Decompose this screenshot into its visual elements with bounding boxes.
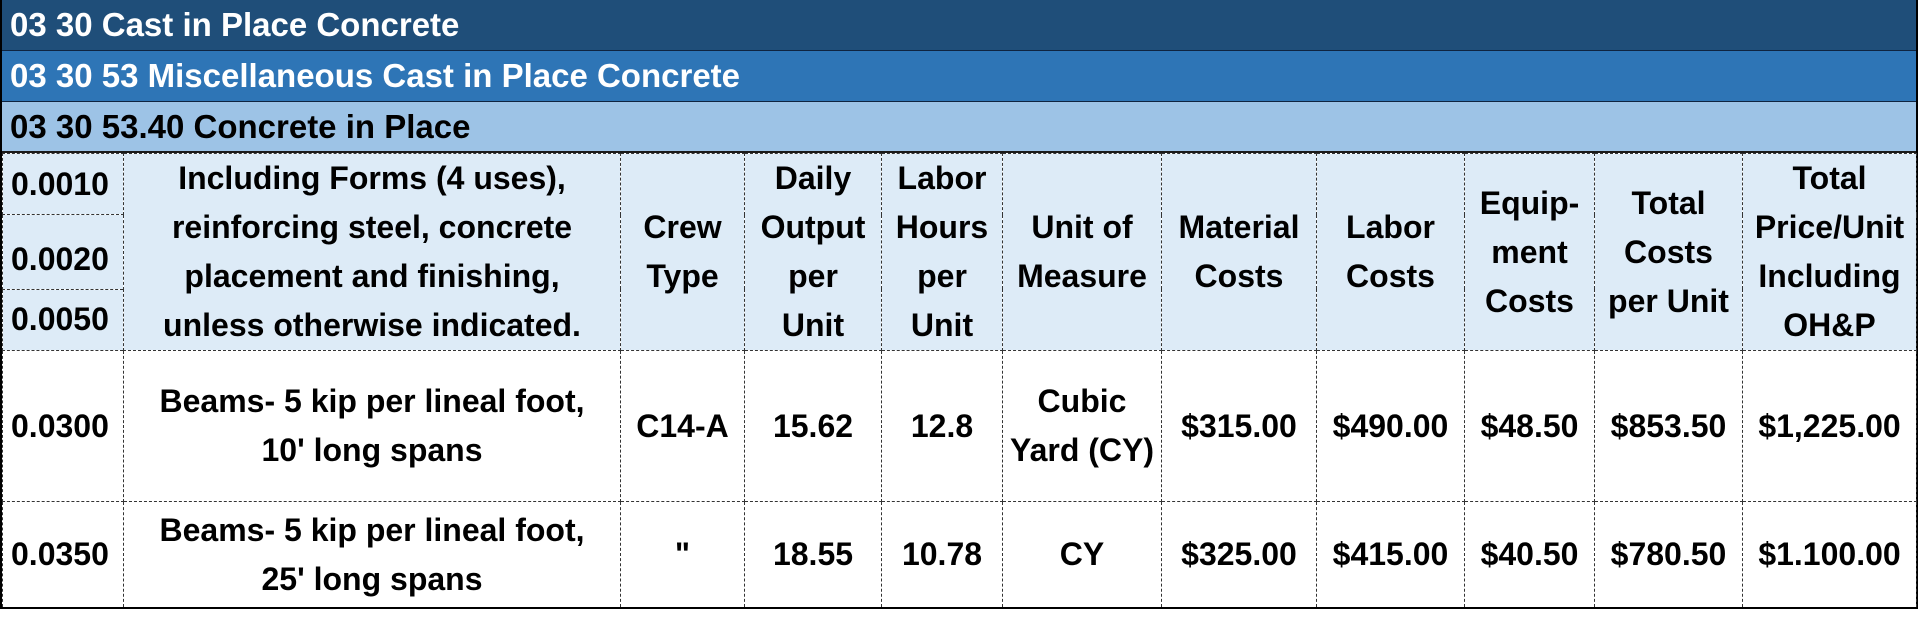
- row-unit: CY: [1002, 501, 1162, 609]
- header-description-line: Including Forms (4 uses),: [178, 160, 566, 196]
- header-description-line: placement and finishing,: [184, 258, 560, 294]
- row-unit-line: Yard (CY): [1009, 432, 1155, 468]
- header-total-costs: Total Costs per Unit: [1594, 153, 1743, 351]
- header-text: Output: [760, 209, 866, 245]
- row-code: 0.0300: [2, 350, 124, 502]
- header-text: Price/Unit: [1754, 209, 1905, 245]
- header-daily-output: Daily Output per Unit: [744, 153, 882, 351]
- header-text: Material: [1178, 209, 1300, 245]
- header-equipment-costs: Equip- ment Costs: [1464, 153, 1595, 351]
- row-crew: ": [620, 501, 745, 609]
- header-crew-type: Crew Type: [620, 153, 745, 351]
- row-material: $315.00: [1161, 350, 1317, 502]
- table-row: 0.0350 Beams- 5 kip per lineal foot, 25'…: [2, 501, 1917, 609]
- header-code-1: 0.0010: [2, 152, 124, 216]
- header-text: per: [917, 258, 967, 294]
- header-material-costs: Material Costs: [1161, 153, 1317, 351]
- header-text: per Unit: [1608, 282, 1729, 319]
- header-description-line: unless otherwise indicated.: [163, 307, 581, 343]
- header-text: Labor: [897, 160, 987, 196]
- row-equipment: $40.50: [1464, 501, 1595, 609]
- header-code-2: 0.0020: [2, 214, 124, 290]
- header-text: Measure: [1017, 258, 1147, 294]
- header-text: Unit: [781, 307, 845, 343]
- header-description-line: reinforcing steel, concrete: [171, 209, 573, 245]
- header-text: Total: [1631, 184, 1706, 221]
- row-daily-output: 15.62: [744, 350, 882, 502]
- row-total-op: $1.100.00: [1742, 501, 1917, 609]
- header-text: Unit of: [1031, 209, 1133, 245]
- header-row: 0.0050: [2, 288, 1917, 352]
- header-description: Including Forms (4 uses), reinforcing st…: [123, 153, 621, 351]
- header-text: Unit: [910, 307, 974, 343]
- row-total-op: $1,225.00: [1742, 350, 1917, 502]
- header-text: Costs: [1346, 258, 1435, 294]
- row-code: 0.0350: [2, 501, 124, 609]
- header-labor-costs: Labor Costs: [1316, 153, 1465, 351]
- header-text: Labor: [1346, 209, 1435, 245]
- row-total: $853.50: [1594, 350, 1743, 502]
- row-description: Beams- 5 kip per lineal foot, 10' long s…: [123, 350, 621, 502]
- header-text: Daily: [774, 160, 852, 196]
- header-row: 0.0020: [2, 214, 1917, 290]
- header-unit-of-measure: Unit of Measure: [1002, 153, 1162, 351]
- header-text: Hours: [895, 209, 989, 245]
- header-text: per: [788, 258, 838, 294]
- division-heading: 03 30 Cast in Place Concrete: [2, 0, 1916, 51]
- row-unit-line: Cubic: [1037, 383, 1127, 419]
- row-description-line: Beams- 5 kip per lineal foot,: [159, 383, 585, 419]
- header-text: Costs: [1485, 282, 1574, 319]
- header-text: Including: [1758, 258, 1901, 294]
- row-labor: $490.00: [1316, 350, 1465, 502]
- subdivision-heading: 03 30 53 Miscellaneous Cast in Place Con…: [2, 51, 1916, 102]
- header-text: ment: [1491, 233, 1568, 270]
- header-labor-hours: Labor Hours per Unit: [881, 153, 1003, 351]
- header-total-price: Total Price/Unit Including OH&P: [1742, 153, 1917, 351]
- row-labor-hours: 12.8: [881, 350, 1003, 502]
- header-code-3: 0.0050: [2, 288, 124, 352]
- header-text: Crew: [643, 209, 722, 245]
- header-text: Total: [1792, 160, 1867, 196]
- header-text: OH&P: [1783, 307, 1876, 343]
- row-equipment: $48.50: [1464, 350, 1595, 502]
- row-description-line: 10' long spans: [261, 432, 483, 468]
- table-row: 0.0300 Beams- 5 kip per lineal foot, 10'…: [2, 350, 1917, 502]
- header-text: Equip-: [1479, 184, 1580, 221]
- row-material: $325.00: [1161, 501, 1317, 609]
- row-unit: Cubic Yard (CY): [1002, 350, 1162, 502]
- row-labor-hours: 10.78: [881, 501, 1003, 609]
- cost-sheet: 03 30 Cast in Place Concrete 03 30 53 Mi…: [0, 0, 1918, 609]
- row-labor: $415.00: [1316, 501, 1465, 609]
- section-heading: 03 30 53.40 Concrete in Place: [2, 102, 1916, 153]
- header-text: Costs: [1194, 258, 1284, 294]
- row-description-line: Beams- 5 kip per lineal foot,: [159, 511, 585, 548]
- cost-table: 0.0010 Including Forms (4 uses), reinfor…: [2, 152, 1917, 609]
- row-total: $780.50: [1594, 501, 1743, 609]
- header-row: 0.0010 Including Forms (4 uses), reinfor…: [2, 152, 1917, 351]
- row-crew: C14-A: [620, 350, 745, 502]
- row-description: Beams- 5 kip per lineal foot, 25' long s…: [123, 501, 621, 609]
- row-description-line: 25' long spans: [261, 560, 483, 597]
- row-daily-output: 18.55: [744, 501, 882, 609]
- header-text: Costs: [1624, 233, 1713, 270]
- header-text: Type: [646, 258, 719, 294]
